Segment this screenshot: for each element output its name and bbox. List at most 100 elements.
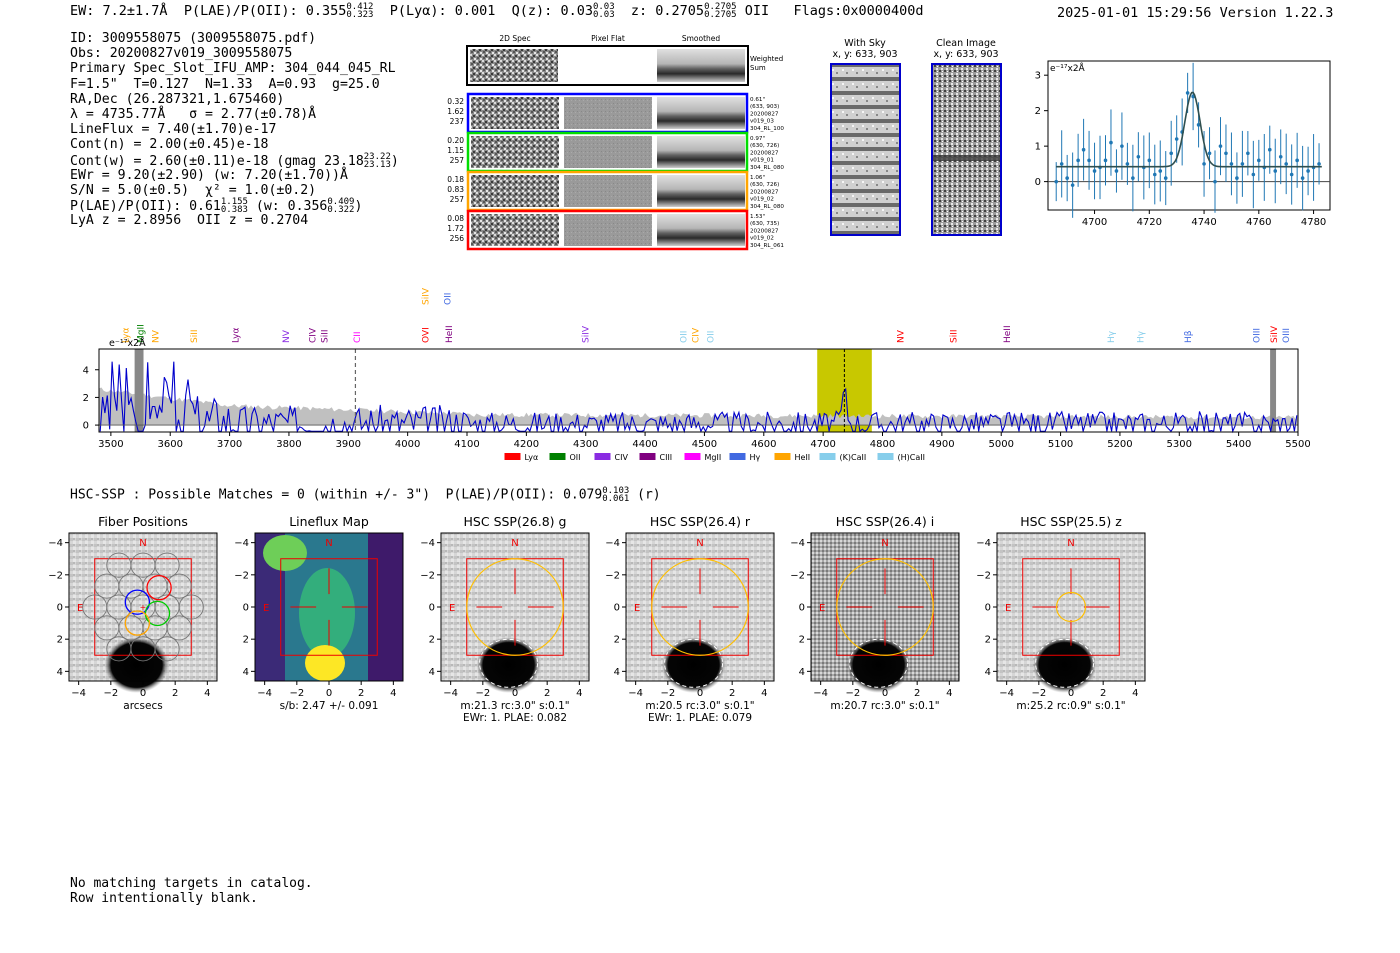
zoom-data-point bbox=[1054, 179, 1059, 184]
datetime: 2025-01-01 15:29:56 bbox=[1057, 5, 1212, 21]
panel-y-tick-label: 2 bbox=[57, 635, 63, 646]
cutout-right-value: (630, 735) bbox=[750, 221, 779, 227]
flags-value: Flags:0x0000400d bbox=[793, 3, 924, 19]
emission-line-label: OII bbox=[443, 293, 453, 305]
spec-x-tick-label: 4800 bbox=[870, 439, 895, 450]
cutout-left-value: 0.20 bbox=[447, 136, 464, 145]
zoom-data-point bbox=[1092, 169, 1097, 173]
cutout-pixelflat bbox=[564, 175, 652, 207]
panel-x-tick-label: 2 bbox=[729, 688, 735, 699]
emission-line-label: SiIV bbox=[1270, 325, 1280, 343]
zoom-data-point bbox=[1131, 176, 1135, 180]
legend-swatch bbox=[819, 453, 836, 460]
panel-y-tick-label: 0 bbox=[57, 603, 63, 614]
z-bounds: 0.2705 0.2705 bbox=[704, 2, 737, 20]
cutout-right-value: 0.97" bbox=[750, 136, 765, 142]
spec-x-tick-label: 3600 bbox=[158, 439, 183, 450]
hsc-summary: HSC-SSP : Possible Matches = 0 (within +… bbox=[70, 486, 661, 504]
panel-x-tick-label: −2 bbox=[289, 688, 304, 699]
spec-frame bbox=[98, 348, 1299, 433]
clean-image bbox=[931, 63, 1002, 236]
version: Version 1.22.3 bbox=[1219, 5, 1334, 21]
emission-line-label: CIV bbox=[692, 327, 702, 343]
panel-x-tick-label: 2 bbox=[1100, 688, 1106, 699]
zoom-data-point bbox=[1196, 123, 1201, 127]
bright-neighbor bbox=[661, 636, 726, 693]
legend-label: MgII bbox=[705, 453, 722, 462]
panel-x-tick-label: 0 bbox=[512, 688, 518, 699]
catalog-note: No matching targets in catalog. Row inten… bbox=[70, 876, 313, 906]
spec-x-tick-label: 4000 bbox=[395, 439, 420, 450]
emission-line-label: CIV bbox=[309, 327, 319, 343]
legend-swatch bbox=[877, 453, 894, 460]
with-sky-title: With Sky x, y: 633, 903 bbox=[832, 38, 898, 60]
emission-line-label: SiIV bbox=[582, 325, 592, 343]
cutout-left-value: 0.83 bbox=[447, 185, 464, 194]
legend-label: HeII bbox=[795, 453, 811, 462]
spec-x-tick-label: 4900 bbox=[929, 439, 954, 450]
cutout-2dspec bbox=[471, 214, 559, 246]
panel-y-tick-label: 0 bbox=[243, 603, 249, 614]
cutout-pixelflat bbox=[564, 214, 652, 246]
zoom-data-point bbox=[1202, 162, 1206, 166]
info-radec: RA,Dec (26.287321,1.675460) bbox=[70, 91, 285, 107]
zoom-data-point bbox=[1163, 176, 1168, 180]
east-label: E bbox=[634, 603, 640, 614]
cutout-right-value: 304_RL_100 bbox=[750, 126, 784, 132]
zoom-data-point bbox=[1125, 162, 1130, 166]
bright-neighbor bbox=[104, 636, 169, 693]
panel-caption: s/b: 2.47 +/- 0.091 bbox=[280, 700, 379, 712]
emission-line-label: OIII bbox=[1252, 328, 1262, 343]
search-box bbox=[280, 558, 378, 656]
emission-line-label: SiII bbox=[190, 329, 200, 343]
col-title-pixelflat: Pixel Flat bbox=[591, 34, 625, 43]
panel-y-tick-label: −2 bbox=[976, 570, 991, 581]
east-label: E bbox=[77, 603, 83, 614]
north-label: N bbox=[511, 538, 518, 549]
zoom-data-point bbox=[1278, 154, 1283, 159]
panel-x-tick-label: 4 bbox=[576, 688, 582, 699]
panel-x-tick-label: 0 bbox=[1068, 688, 1074, 699]
cutout-pixelflat bbox=[564, 136, 652, 168]
fiber-circle bbox=[154, 552, 180, 578]
legend-swatch bbox=[549, 453, 566, 460]
panel-y-tick-label: 0 bbox=[429, 603, 435, 614]
zoom-data-point bbox=[1251, 172, 1256, 177]
zoom-data-point bbox=[1207, 151, 1212, 156]
panel-caption: arcsecs bbox=[123, 700, 162, 712]
emission-line-label: Hγ bbox=[1107, 330, 1117, 343]
cutout-left-value: 1.15 bbox=[447, 146, 464, 155]
panel-caption-2: EWr: 1. PLAE: 0.079 bbox=[648, 712, 752, 723]
cutout-pixelflat bbox=[564, 97, 652, 129]
emission-line-label: SiII bbox=[321, 329, 331, 343]
north-label: N bbox=[881, 538, 888, 549]
legend-swatch bbox=[684, 453, 701, 460]
panel-y-tick-label: −4 bbox=[790, 538, 805, 549]
zoom-data-point bbox=[1267, 147, 1272, 152]
emission-line-label: SiIV bbox=[421, 287, 431, 305]
east-label: E bbox=[819, 603, 825, 614]
spec-x-tick-label: 4200 bbox=[514, 439, 539, 450]
header-right: 2025-01-01 15:29:56 Version 1.22.3 bbox=[1057, 5, 1333, 21]
panel-x-tick-label: −4 bbox=[628, 688, 643, 699]
zoom-data-point bbox=[1229, 162, 1234, 166]
svg-text:+: + bbox=[140, 603, 147, 612]
zoom-data-point bbox=[1218, 144, 1223, 148]
col-title-2dspec: 2D Spec bbox=[499, 34, 530, 43]
north-label: N bbox=[1067, 538, 1074, 549]
cutout-right-value: 20200827 bbox=[750, 150, 779, 156]
spec-unit: e⁻¹⁷x2Å bbox=[109, 337, 146, 349]
spec-x-tick-label: 5500 bbox=[1285, 439, 1310, 450]
panel-x-tick-label: 2 bbox=[358, 688, 364, 699]
info-ewr: EWr = 9.20(±2.90) (w: 7.20(±1.70))Å bbox=[70, 167, 348, 183]
search-box bbox=[94, 558, 192, 656]
cutout-right-value: v019_02 bbox=[750, 236, 774, 242]
panel-caption: m:21.3 rc:3.0" s:0.1" bbox=[460, 700, 569, 712]
panel-x-tick-label: 4 bbox=[1132, 688, 1138, 699]
panel-title: HSC SSP(25.5) z bbox=[1020, 514, 1122, 529]
cutout-right-value: 0.61" bbox=[750, 97, 765, 103]
